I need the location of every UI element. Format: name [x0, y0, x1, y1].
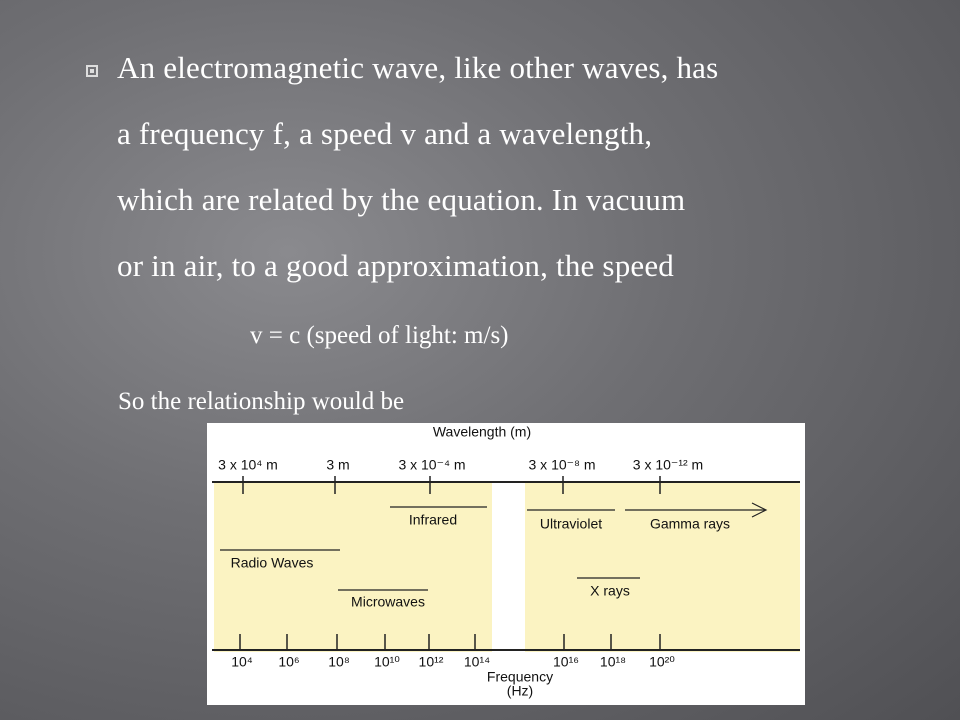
frequency-label: 10⁸	[328, 654, 350, 670]
frequency-label: 10¹⁴	[464, 654, 490, 670]
frequency-label: 10⁶	[278, 654, 299, 670]
wavelength-label: 3 x 10⁴ m	[218, 457, 278, 473]
band-label: Microwaves	[351, 594, 425, 610]
frequency-label: 10¹⁶	[553, 654, 579, 670]
gamma-arrowhead	[751, 502, 768, 518]
band-label: X rays	[590, 583, 630, 599]
band-label: Infrared	[409, 512, 457, 528]
bullet-line: a frequency f, a speed v and a wavelengt…	[117, 116, 653, 151]
frequency-label: 10¹⁸	[600, 654, 626, 670]
wavelength-label: 3 x 10⁻⁴ m	[398, 457, 465, 473]
high-region	[525, 482, 800, 652]
low-region	[214, 482, 492, 652]
wavelength-label: 3 x 10⁻⁸ m	[529, 457, 596, 473]
frequency-label: 10¹⁰	[374, 654, 400, 670]
bullet-icon	[86, 65, 98, 77]
frequency-label: 10¹²	[419, 654, 444, 670]
relationship: So the relationship would be	[118, 388, 405, 415]
wavelength-label: 3 x 10⁻¹² m	[633, 457, 703, 473]
wavelength-title: Wavelength (m)	[433, 424, 531, 440]
frequency-unit: (Hz)	[507, 683, 533, 699]
bullet-line: which are related by the equation. In va…	[117, 182, 686, 217]
bullet-line: or in air, to a good approximation, the …	[117, 248, 675, 283]
band-label: Ultraviolet	[540, 516, 602, 532]
wavelength-label: 3 m	[326, 457, 349, 473]
band-label: Gamma rays	[650, 516, 730, 532]
frequency-title: Frequency	[487, 669, 553, 685]
frequency-label: 10⁴	[231, 654, 253, 670]
equation: v = c (speed of light: m/s)	[250, 322, 509, 349]
bullet-line: An electromagnetic wave, like other wave…	[117, 50, 719, 85]
frequency-label: 10²⁰	[649, 654, 675, 670]
band-label: Radio Waves	[231, 555, 314, 571]
